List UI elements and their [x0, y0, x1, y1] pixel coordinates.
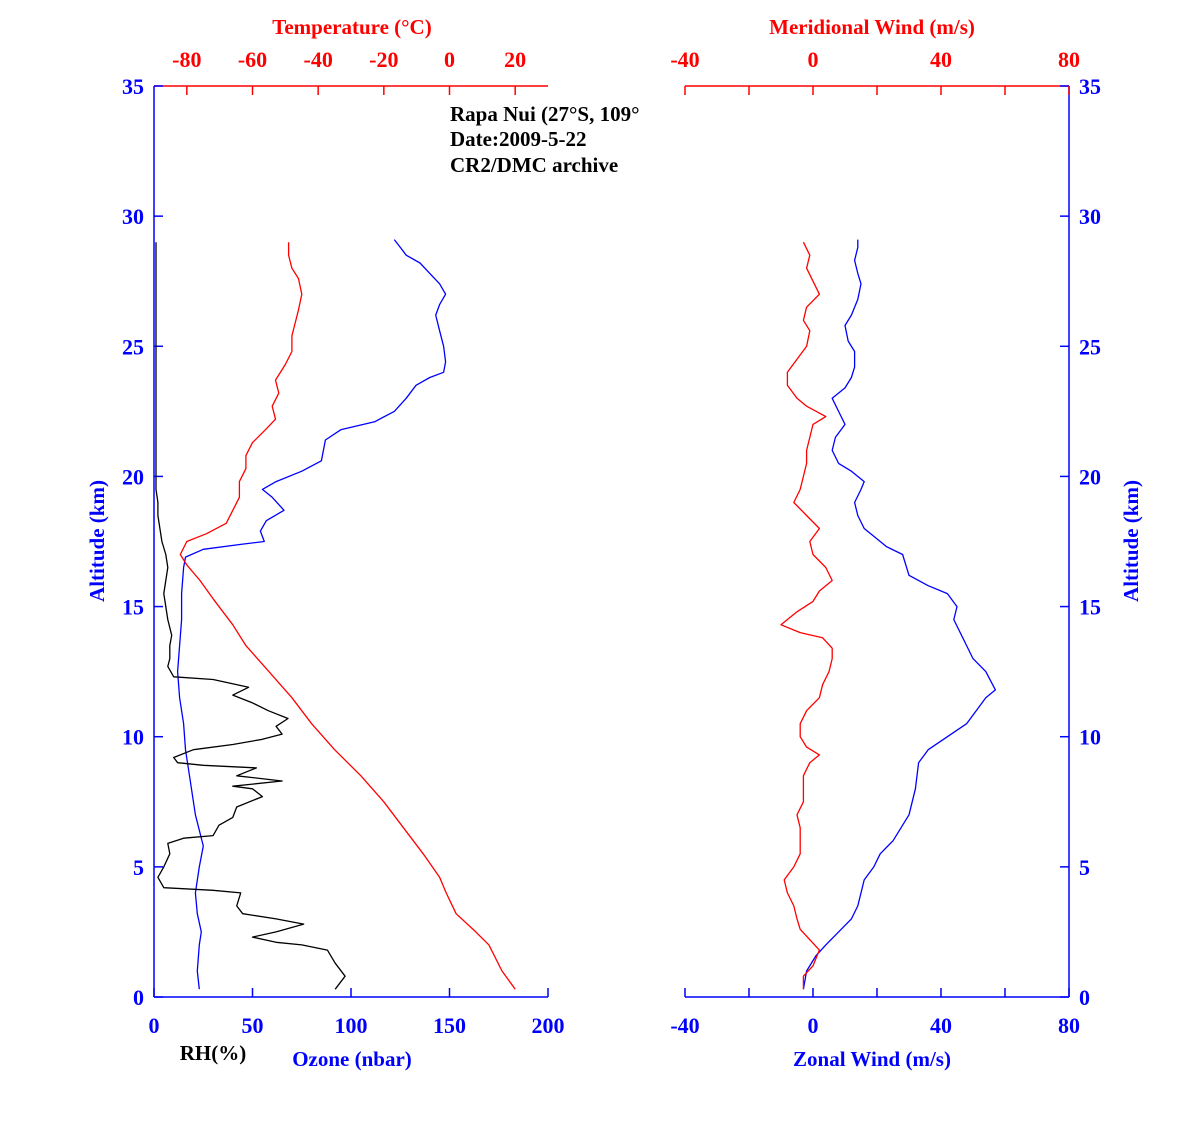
ozone-x-tick-label: 50	[242, 1013, 264, 1038]
rh-profile-line	[155, 242, 346, 990]
right-y-tick-label: 20	[1079, 464, 1101, 489]
right-panel-ticks: 0 5 10 15 20 25 30 35 -40 -40 0 0 40 40 80 80	[670, 47, 1101, 1038]
meridional-wind-axis-label: Meridional Wind (m/s)	[769, 15, 975, 39]
annotation-location: Rapa Nui (27°S, 109°	[450, 102, 640, 126]
right-panel: 0 5 10 15 20 25 30 35 -40 -40 0 0 40 40 80 80	[670, 47, 1101, 1038]
ozone-axis-label: Ozone (nbar)	[292, 1047, 412, 1071]
ozone-x-tick-label: 200	[532, 1013, 565, 1038]
right-y-tick-label: 10	[1079, 725, 1101, 750]
rh-axis-label: RH(%)	[180, 1041, 247, 1065]
left-y-tick-label: 10	[122, 725, 144, 750]
zonal-x-tick-label: 80	[1058, 1013, 1080, 1038]
right-panel-series	[780, 239, 997, 990]
right-y-tick-label: 30	[1079, 204, 1101, 229]
temperature-profile-line	[179, 242, 516, 990]
left-y-tick-label: 30	[122, 204, 144, 229]
right-y-tick-label: 15	[1079, 595, 1101, 620]
left-y-tick-label: 25	[122, 334, 144, 359]
left-panel: 0 5 10 15 20 25 30 35 0 50 100 150 200 -80 -60 -40 -20 0 2…	[122, 47, 565, 1038]
zonal-wind-axis-label: Zonal Wind (m/s)	[793, 1047, 951, 1071]
zonal-wind-profile-line	[802, 239, 997, 990]
meridional-wind-profile-line	[780, 241, 833, 990]
temperature-x-tick-label: 0	[444, 47, 455, 72]
zonal-x-tick-label: -40	[670, 1013, 699, 1038]
meridional-x-tick-label: 0	[808, 47, 819, 72]
temperature-x-tick-label: -20	[369, 47, 398, 72]
zonal-x-tick-label: 0	[808, 1013, 819, 1038]
temperature-axis-label: Temperature (°C)	[272, 15, 431, 39]
temperature-x-tick-label: 20	[504, 47, 526, 72]
meridional-x-tick-label: -40	[670, 47, 699, 72]
temperature-x-tick-label: -80	[172, 47, 201, 72]
left-y-tick-label: 20	[122, 464, 144, 489]
ozone-x-tick-label: 150	[433, 1013, 466, 1038]
zonal-x-tick-label: 40	[930, 1013, 952, 1038]
meridional-x-tick-label: 80	[1058, 47, 1080, 72]
ozone-profile-line	[176, 239, 447, 990]
ozone-x-tick-label: 100	[335, 1013, 368, 1038]
temperature-x-tick-label: -40	[304, 47, 333, 72]
annotation-archive: CR2/DMC archive	[450, 153, 618, 177]
left-panel-ticks: 0 5 10 15 20 25 30 35 0 50 100 150 200 -80 -60 -40 -20 0 2…	[122, 47, 565, 1038]
temperature-x-tick-label: -60	[238, 47, 267, 72]
left-y-tick-label: 35	[122, 74, 144, 99]
meridional-x-tick-label: 40	[930, 47, 952, 72]
ozone-x-tick-label: 0	[149, 1013, 160, 1038]
right-y-tick-label: 25	[1079, 334, 1101, 359]
left-altitude-axis-label: Altitude (km)	[85, 480, 109, 602]
left-y-tick-label: 0	[133, 985, 144, 1010]
left-panel-series	[155, 239, 516, 990]
right-y-tick-label: 0	[1079, 985, 1090, 1010]
right-y-tick-label: 5	[1079, 855, 1090, 880]
right-y-tick-label: 35	[1079, 74, 1101, 99]
left-y-tick-label: 15	[122, 595, 144, 620]
left-y-tick-label: 5	[133, 855, 144, 880]
right-altitude-axis-label: Altitude (km)	[1119, 480, 1143, 602]
annotation-date: Date:2009-5-22	[450, 127, 586, 151]
